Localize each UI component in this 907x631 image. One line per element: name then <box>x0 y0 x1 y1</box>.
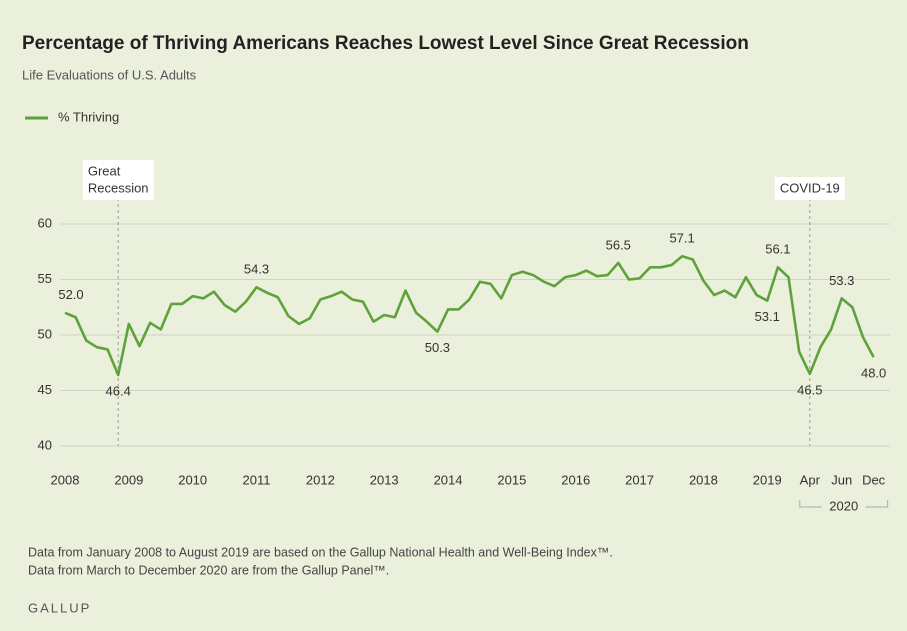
x-tick-label: 2011 <box>243 472 271 487</box>
y-tick-label: 45 <box>38 382 52 397</box>
x-tick-label: 2014 <box>434 472 463 487</box>
data-label: 48.0 <box>861 366 886 381</box>
chart-subtitle: Life Evaluations of U.S. Adults <box>22 67 197 82</box>
x-tick-label: 2013 <box>370 472 399 487</box>
x-tick-label: 2009 <box>114 472 143 487</box>
note: Data from March to December 2020 are fro… <box>28 563 389 577</box>
x-tick-label: 2015 <box>497 472 526 487</box>
y-tick-label: 40 <box>38 437 52 452</box>
x-tick-label: Jun <box>831 472 852 487</box>
data-label: 53.1 <box>755 309 780 324</box>
x-tick-label: Apr <box>800 472 821 487</box>
data-label: 56.5 <box>606 237 631 252</box>
chart-title: Percentage of Thriving Americans Reaches… <box>22 33 749 54</box>
data-label: 46.4 <box>106 383 131 398</box>
x-tick-label: 2016 <box>561 472 590 487</box>
annotation-box <box>774 177 845 200</box>
data-label: 57.1 <box>669 231 694 246</box>
annotation-text: Recession <box>88 180 149 195</box>
x-tick-label: 2008 <box>51 472 80 487</box>
x-tick-label: 2017 <box>625 472 654 487</box>
x-tick-label: Dec <box>862 472 886 487</box>
source: GALLUP <box>28 600 91 615</box>
group-bracket <box>865 500 889 508</box>
data-label: 52.0 <box>58 287 83 302</box>
y-tick-label: 55 <box>38 271 52 286</box>
annotation-box <box>82 160 154 200</box>
x-tick-label: 2018 <box>689 472 718 487</box>
y-tick-label: 50 <box>38 326 52 341</box>
annotation-text: COVID-19 <box>780 180 840 195</box>
annotation-text: Great <box>88 163 121 178</box>
data-line <box>64 254 875 377</box>
x-tick-label: 2012 <box>306 472 335 487</box>
x-group-label: 2020 <box>829 498 858 513</box>
y-tick-label: 60 <box>38 215 52 230</box>
legend-label: % Thriving <box>58 109 119 124</box>
data-label: 56.1 <box>765 242 790 257</box>
data-label: 53.3 <box>829 273 854 288</box>
data-label: 50.3 <box>425 340 450 355</box>
data-label: 46.5 <box>797 382 822 397</box>
x-tick-label: 2010 <box>178 472 207 487</box>
data-label: 54.3 <box>244 262 269 277</box>
note: Data from January 2008 to August 2019 ar… <box>28 545 613 559</box>
x-tick-label: 2019 <box>753 472 782 487</box>
group-bracket <box>799 500 822 508</box>
